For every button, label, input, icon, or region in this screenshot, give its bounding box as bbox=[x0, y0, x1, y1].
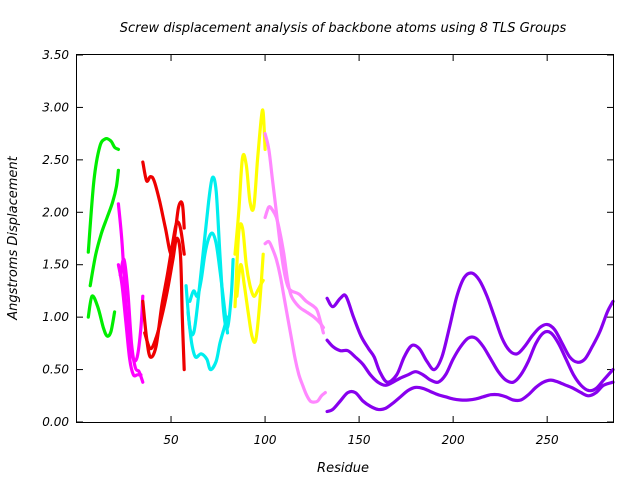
tls-group-4-line-3 bbox=[188, 231, 230, 335]
x-tick-label: 150 bbox=[348, 433, 371, 447]
tls-group-1-line-3 bbox=[88, 168, 120, 288]
tls-group-1-line-2 bbox=[86, 294, 117, 338]
x-tick-label: 200 bbox=[442, 433, 465, 447]
tls-group-3-line-1 bbox=[141, 160, 186, 256]
tls-group-1-line-1 bbox=[86, 136, 120, 254]
tls-group-2-line-3 bbox=[118, 257, 145, 384]
tls-group-5-line-3 bbox=[235, 252, 265, 344]
tls-group-3-line-3 bbox=[143, 236, 186, 372]
tls-group-4-line-2 bbox=[186, 310, 230, 372]
y-tick-label: 1.00 bbox=[42, 310, 69, 324]
tls-group-7-line-1 bbox=[325, 271, 615, 384]
tls-group-3-line-2 bbox=[141, 220, 186, 359]
y-tick-label: 0.00 bbox=[42, 415, 69, 429]
y-tick-label: 3.50 bbox=[42, 48, 69, 62]
x-tick-label: 100 bbox=[254, 433, 277, 447]
y-tick-label: 1.50 bbox=[42, 258, 69, 272]
y-tick-label: 0.50 bbox=[42, 363, 69, 377]
tls-group-6-line-3 bbox=[263, 239, 327, 404]
chart-title: Screw displacement analysis of backbone … bbox=[120, 21, 567, 36]
tls-group-2-line-2 bbox=[116, 263, 143, 378]
x-axis-label: Residue bbox=[317, 461, 369, 476]
y-tick-label: 3.00 bbox=[42, 100, 69, 114]
tls-group-6-line-2 bbox=[263, 205, 325, 330]
y-tick-label: 2.50 bbox=[42, 153, 69, 167]
tls-group-7-line-2 bbox=[325, 329, 615, 393]
tls-group-7-line-3 bbox=[325, 378, 615, 414]
plot-frame bbox=[76, 54, 614, 423]
x-tick-label: 250 bbox=[536, 433, 559, 447]
series-layer bbox=[86, 108, 615, 414]
tls-group-5-line-1 bbox=[233, 108, 267, 256]
axis-ticks: 0.00 0.50 1.00 1.50 2.00 2.50 3.00 3.50 50 100 150… bbox=[42, 48, 613, 447]
y-axis-label: Angstroms Displacement bbox=[6, 155, 21, 320]
y-tick-label: 2.00 bbox=[42, 205, 69, 219]
x-tick-label: 50 bbox=[163, 433, 179, 447]
